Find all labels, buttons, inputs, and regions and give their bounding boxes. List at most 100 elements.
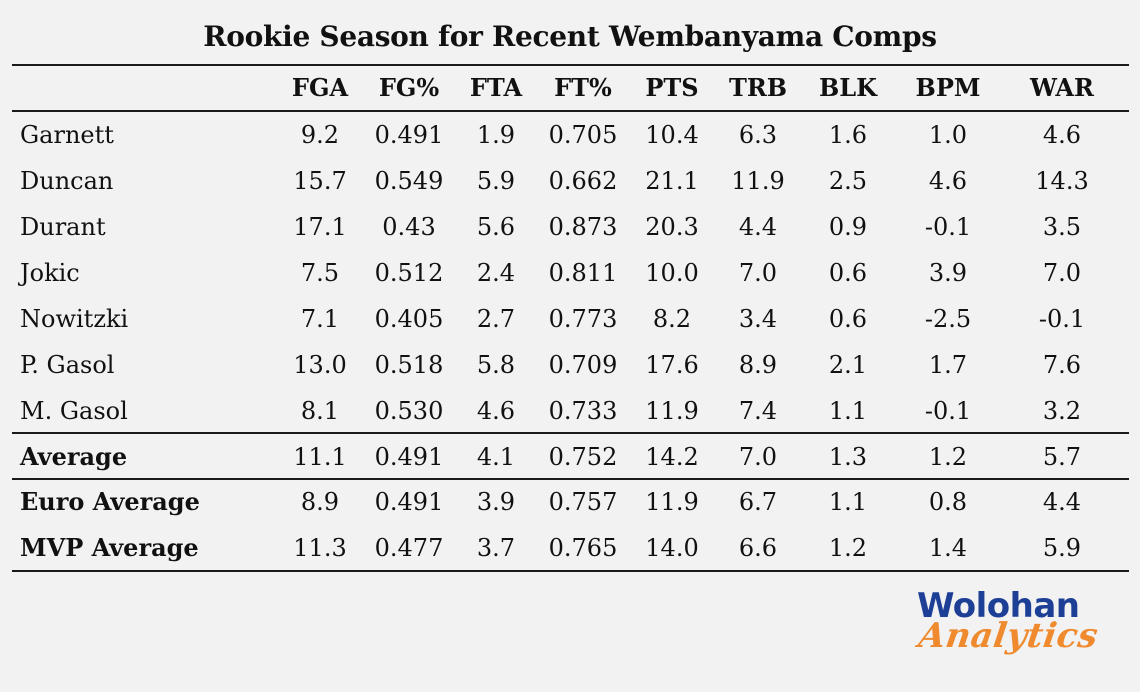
cell-bpm: 1.7 [928, 351, 968, 379]
cell-trb: 4.4 [738, 213, 778, 241]
wolohan-analytics-logo: Wolohan Analytics [905, 586, 1105, 656]
col-header-fga: FGA [291, 73, 349, 102]
row-label: Average [20, 442, 128, 471]
cell-fga: 8.1 [300, 397, 340, 425]
row-label: Jokic [20, 259, 80, 287]
cell-trb: 7.4 [738, 397, 778, 425]
cell-fg-pct: 0.512 [374, 259, 444, 287]
cell-fta: 2.7 [476, 305, 516, 333]
cell-trb: 6.7 [738, 488, 778, 516]
cell-war: 7.0 [1042, 259, 1082, 287]
cell-fg-pct: 0.477 [374, 534, 444, 562]
cell-fga: 8.9 [300, 488, 340, 516]
cell-fta: 3.7 [476, 534, 516, 562]
cell-fg-pct: 0.518 [374, 351, 444, 379]
cell-fta: 5.8 [476, 351, 516, 379]
cell-blk: 1.6 [828, 121, 868, 149]
average-top-rule [12, 432, 1129, 434]
row-label: Euro Average [20, 487, 200, 516]
cell-fta: 3.9 [476, 488, 516, 516]
cell-pts: 10.0 [645, 259, 699, 287]
cell-war: 14.3 [1035, 167, 1089, 195]
cell-pts: 10.4 [645, 121, 699, 149]
cell-pts: 14.0 [645, 534, 699, 562]
cell-bpm: -0.1 [924, 213, 972, 241]
col-header-pts: PTS [645, 73, 699, 102]
row-label: P. Gasol [20, 351, 115, 379]
average-row: Average 11.1 0.491 4.1 0.752 14.2 7.0 1.3 1.2 5.7 [0, 437, 1140, 477]
cell-ft-pct: 0.811 [548, 259, 618, 287]
cell-pts: 20.3 [645, 213, 699, 241]
cell-blk: 1.1 [828, 488, 868, 516]
cell-fg-pct: 0.530 [374, 397, 444, 425]
row-label: Duncan [20, 167, 114, 195]
cell-ft-pct: 0.733 [548, 397, 618, 425]
cell-fta: 5.6 [476, 213, 516, 241]
cell-fga: 11.1 [293, 443, 347, 471]
cell-war: 4.6 [1042, 121, 1082, 149]
cell-trb: 7.0 [738, 443, 778, 471]
col-header-bpm: BPM [915, 73, 981, 102]
col-header-blk: BLK [818, 73, 878, 102]
cell-blk: 0.6 [828, 305, 868, 333]
cell-ft-pct: 0.773 [548, 305, 618, 333]
cell-ft-pct: 0.705 [548, 121, 618, 149]
cell-ft-pct: 0.752 [548, 443, 618, 471]
table-row: Durant 17.1 0.43 5.6 0.873 20.3 4.4 0.9 -0.1 3.5 [0, 207, 1140, 247]
table-row: Garnett 9.2 0.491 1.9 0.705 10.4 6.3 1.6 1.0 4.6 [0, 115, 1140, 155]
cell-bpm: 1.0 [928, 121, 968, 149]
row-label: MVP Average [20, 533, 199, 562]
table-row: Jokic 7.5 0.512 2.4 0.811 10.0 7.0 0.6 3.9 7.0 [0, 253, 1140, 293]
cell-bpm: -2.5 [924, 305, 972, 333]
cell-war: 5.9 [1042, 534, 1082, 562]
col-header-fta: FTA [469, 73, 523, 102]
cell-trb: 3.4 [738, 305, 778, 333]
table-row: P. Gasol 13.0 0.518 5.8 0.709 17.6 8.9 2.1 1.7 7.… [0, 345, 1140, 385]
cell-ft-pct: 0.662 [548, 167, 618, 195]
cell-bpm: 0.8 [928, 488, 968, 516]
summary-row: MVP Average 11.3 0.477 3.7 0.765 14.0 6.6 1.2 1.… [0, 528, 1140, 568]
cell-fg-pct: 0.491 [374, 121, 444, 149]
cell-trb: 7.0 [738, 259, 778, 287]
cell-fta: 5.9 [476, 167, 516, 195]
cell-war: 7.6 [1042, 351, 1082, 379]
cell-trb: 11.9 [731, 167, 785, 195]
cell-bpm: 3.9 [928, 259, 968, 287]
table-title: Rookie Season for Recent Wembanyama Comp… [203, 20, 937, 53]
col-header-fg-pct: FG% [378, 73, 440, 102]
logo-wordmark-bottom: Analytics [916, 616, 1101, 656]
cell-fta: 1.9 [476, 121, 516, 149]
cell-war: -0.1 [1038, 305, 1086, 333]
cell-trb: 6.6 [738, 534, 778, 562]
cell-war: 5.7 [1042, 443, 1082, 471]
cell-fga: 7.5 [300, 259, 340, 287]
cell-fga: 11.3 [293, 534, 347, 562]
cell-fta: 4.1 [476, 443, 516, 471]
row-label: Garnett [20, 121, 114, 149]
cell-pts: 11.9 [645, 397, 699, 425]
cell-ft-pct: 0.765 [548, 534, 618, 562]
cell-pts: 11.9 [645, 488, 699, 516]
top-rule [12, 64, 1129, 66]
cell-pts: 17.6 [645, 351, 699, 379]
cell-bpm: 1.4 [928, 534, 968, 562]
table-row: Nowitzki 7.1 0.405 2.7 0.773 8.2 3.4 0.6 -2.5 -0.… [0, 299, 1140, 339]
header-row: FGA FG% FTA FT% PTS TRB BLK BPM WAR [0, 68, 1140, 108]
cell-blk: 1.3 [828, 443, 868, 471]
cell-pts: 8.2 [652, 305, 692, 333]
cell-blk: 0.9 [828, 213, 868, 241]
cell-fg-pct: 0.549 [374, 167, 444, 195]
cell-fg-pct: 0.405 [374, 305, 444, 333]
cell-bpm: -0.1 [924, 397, 972, 425]
table-row: Duncan 15.7 0.549 5.9 0.662 21.1 11.9 2.5 4.6 14.… [0, 161, 1140, 201]
cell-fga: 15.7 [293, 167, 347, 195]
cell-trb: 6.3 [738, 121, 778, 149]
row-label: M. Gasol [20, 397, 128, 425]
cell-fga: 17.1 [293, 213, 347, 241]
bottom-rule [12, 570, 1129, 572]
cell-war: 4.4 [1042, 488, 1082, 516]
summary-top-rule [12, 478, 1129, 480]
cell-war: 3.5 [1042, 213, 1082, 241]
header-rule [12, 110, 1129, 112]
cell-blk: 1.2 [828, 534, 868, 562]
